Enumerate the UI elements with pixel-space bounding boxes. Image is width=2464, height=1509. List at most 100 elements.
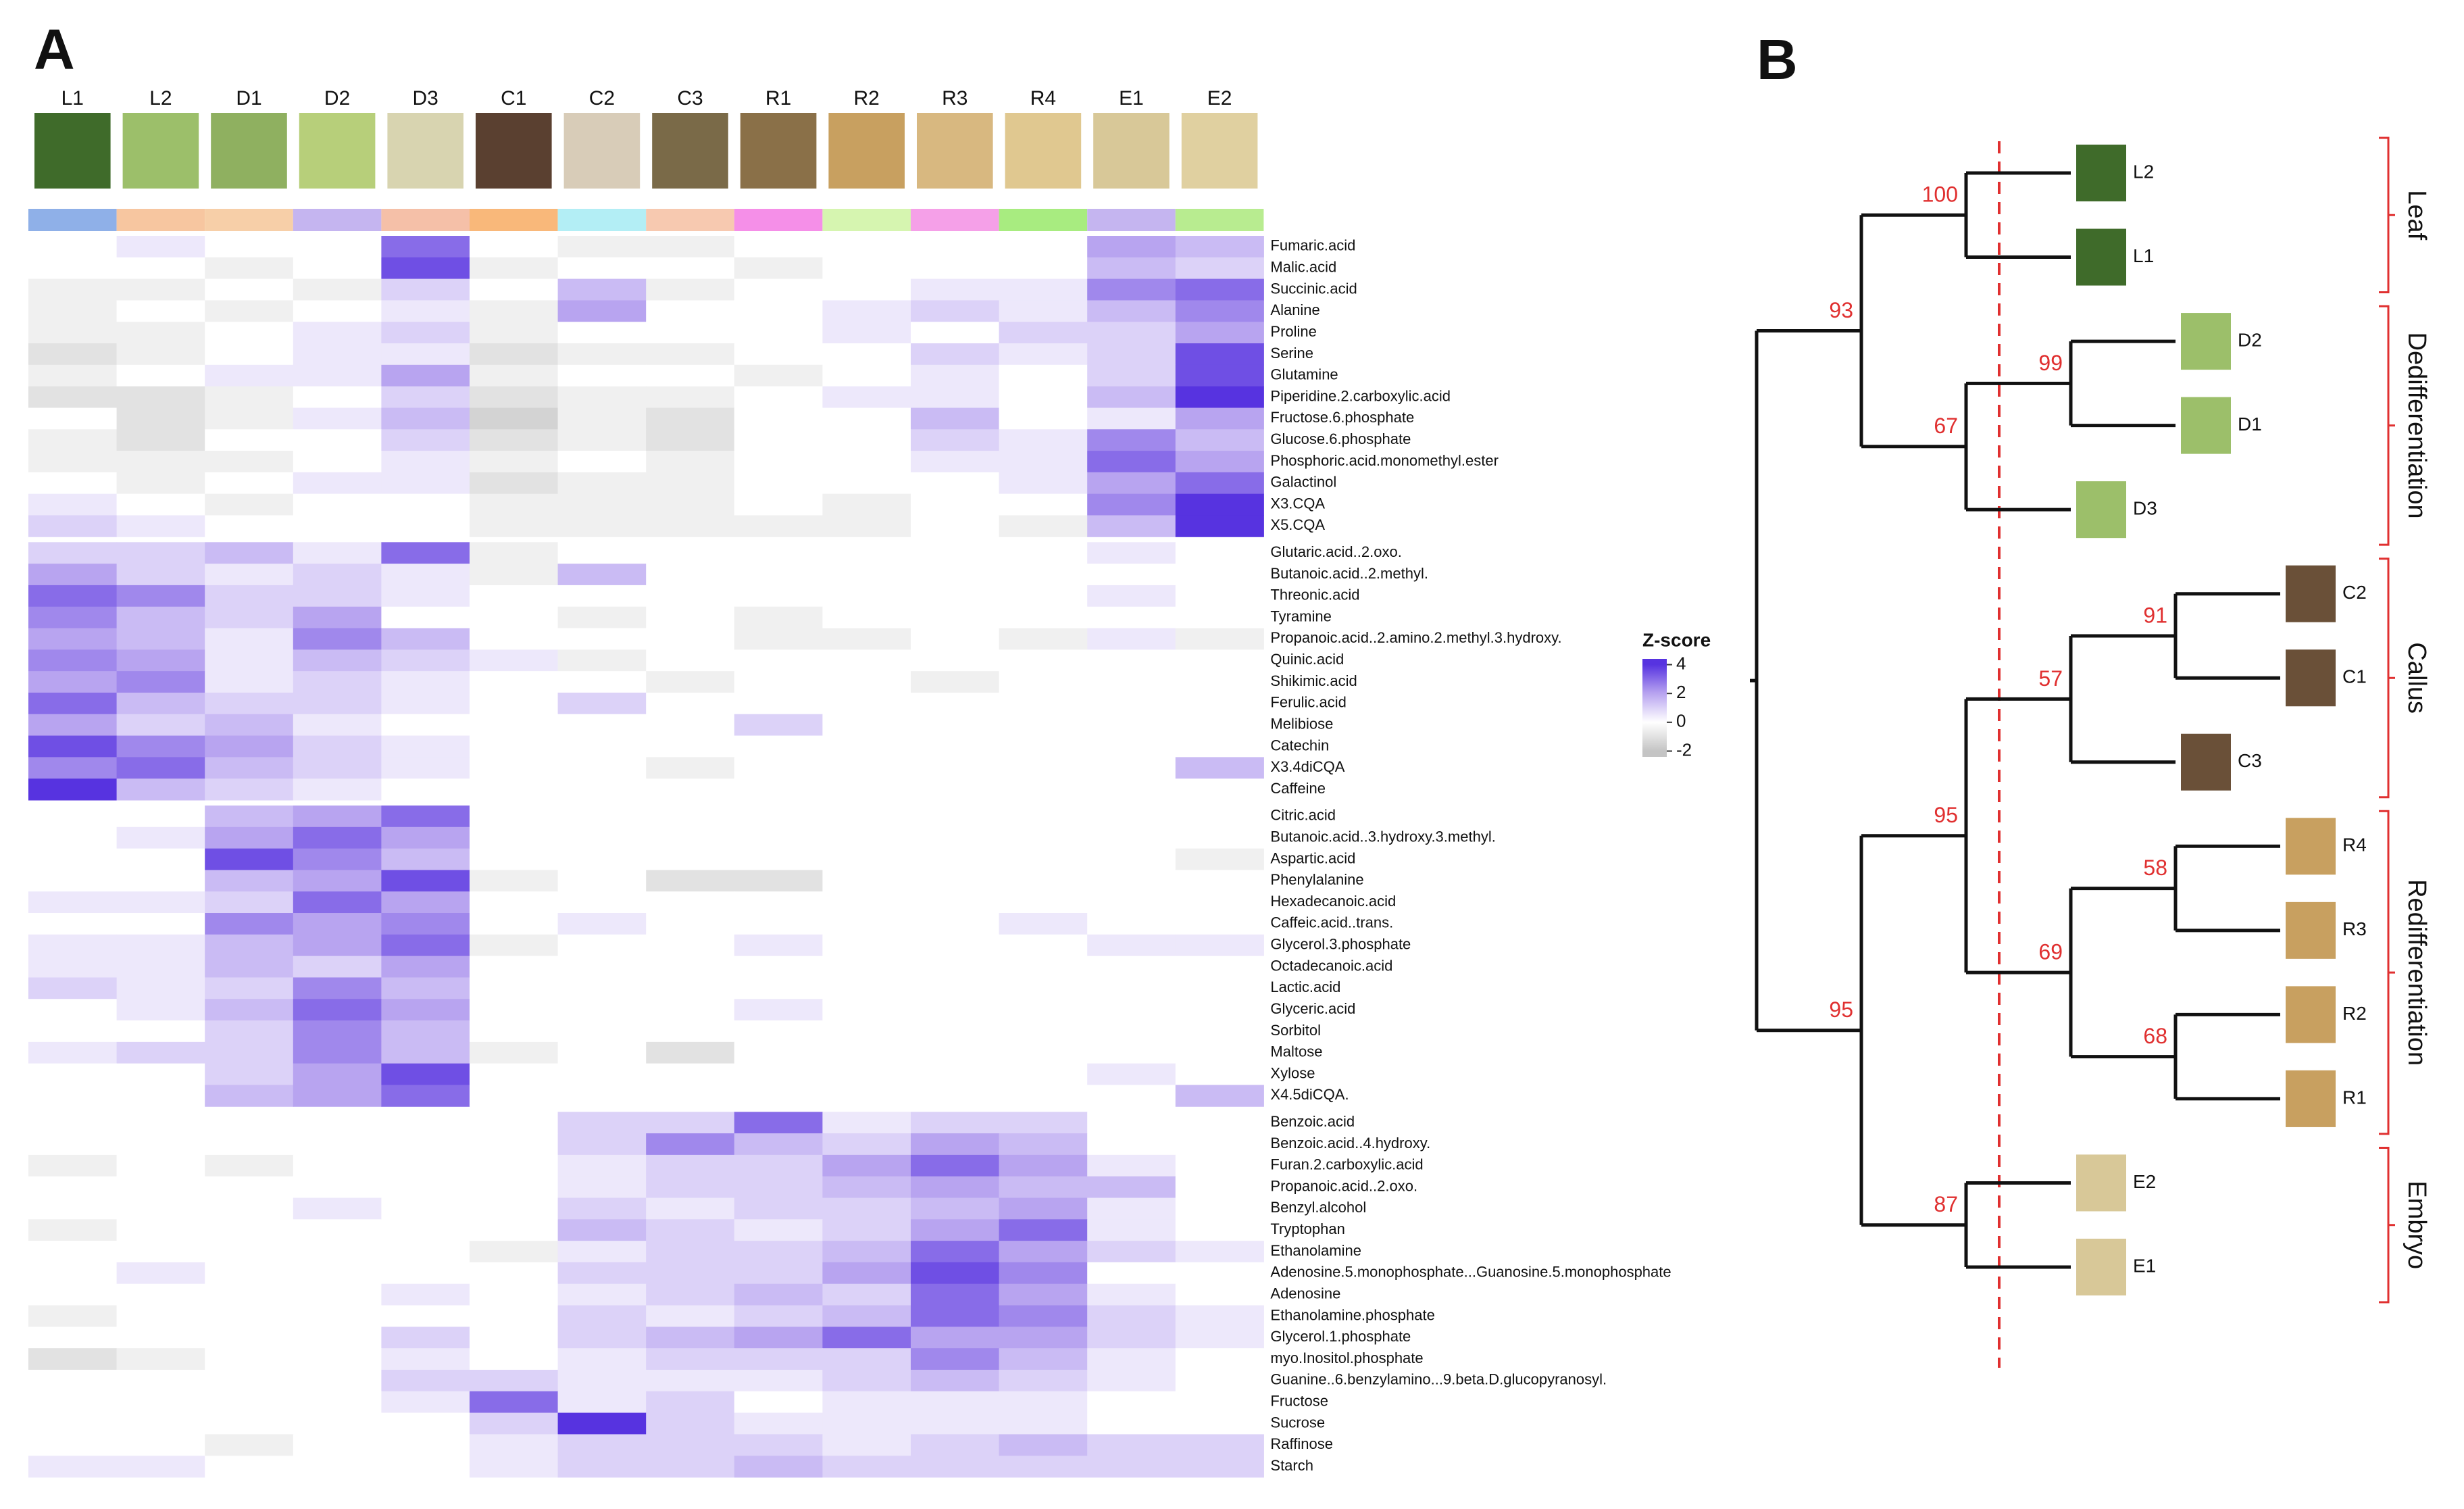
heat-cell	[381, 429, 470, 451]
heat-cell	[911, 429, 1000, 451]
heat-cell	[999, 386, 1088, 408]
heat-cell	[293, 1063, 382, 1085]
heat-cell	[1087, 848, 1176, 870]
heat-cell	[822, 1348, 911, 1370]
sample-photo	[828, 113, 905, 189]
heat-cell	[381, 1063, 470, 1085]
heat-cell	[28, 714, 118, 737]
heat-cell	[1175, 1434, 1264, 1456]
heat-cell	[999, 1063, 1088, 1085]
heat-cell	[470, 934, 559, 957]
heat-cell	[28, 671, 118, 693]
heat-cell	[999, 1133, 1088, 1156]
heat-cell	[911, 1063, 1000, 1085]
colorbar	[1642, 659, 1667, 757]
row-label: Octadecanoic.acid	[1270, 957, 1392, 974]
heat-cell	[381, 692, 470, 715]
heat-cell	[557, 1063, 647, 1085]
heat-cell	[822, 891, 911, 914]
heat-cell	[734, 1391, 823, 1414]
heat-cell	[116, 826, 205, 849]
heat-cell	[911, 778, 1000, 801]
row-label: Quinic.acid	[1270, 651, 1344, 668]
heat-cell	[911, 757, 1000, 779]
heat-cell	[1175, 364, 1264, 387]
heat-cell	[822, 300, 911, 322]
heat-cell	[116, 1154, 205, 1177]
heat-cell	[1175, 1412, 1264, 1435]
heat-cell	[116, 1112, 205, 1134]
heat-cell	[205, 1456, 294, 1478]
heat-cell	[822, 1262, 911, 1285]
row-label: Fumaric.acid	[1270, 237, 1355, 254]
heat-cell	[1087, 870, 1176, 892]
heat-cell	[28, 515, 118, 537]
heat-cell	[1175, 805, 1264, 828]
row-label: myo.Inositol.phosphate	[1270, 1350, 1423, 1366]
sample-photo	[299, 113, 376, 189]
heat-cell	[1087, 386, 1176, 408]
heat-cell	[646, 913, 735, 935]
heat-cell	[381, 1020, 470, 1043]
row-label: Hexadecanoic.acid	[1270, 893, 1396, 910]
heat-cell	[1175, 278, 1264, 301]
heat-cell	[381, 1041, 470, 1064]
heat-cell	[1175, 1348, 1264, 1370]
heat-cell	[1175, 322, 1264, 344]
heat-cell	[557, 1391, 647, 1414]
heat-cell	[734, 826, 823, 849]
heat-cell	[734, 386, 823, 408]
heat-cell	[205, 1262, 294, 1285]
heat-cell	[116, 913, 205, 935]
heat-cell	[911, 1020, 1000, 1043]
heat-cell	[28, 472, 118, 495]
heat-cell	[205, 714, 294, 737]
heat-cell	[999, 472, 1088, 495]
heat-cell	[999, 628, 1088, 650]
heat-cell	[28, 1391, 118, 1414]
heat-cell	[911, 891, 1000, 914]
heat-cell	[28, 1456, 118, 1478]
heat-cell	[999, 300, 1088, 322]
heat-cell	[1087, 692, 1176, 715]
heat-cell	[999, 515, 1088, 537]
heat-cell	[557, 1112, 647, 1134]
heat-cell	[646, 1041, 735, 1064]
column-label: L1	[61, 87, 84, 109]
heat-cell	[116, 236, 205, 258]
heat-cell	[293, 778, 382, 801]
column-label: R2	[854, 87, 880, 109]
heat-cell	[822, 1369, 911, 1392]
heat-cell	[1175, 1154, 1264, 1177]
heat-cell	[293, 1283, 382, 1306]
heat-cell	[1087, 257, 1176, 280]
row-label: Glutamine	[1270, 366, 1338, 383]
heat-cell	[205, 1434, 294, 1456]
heat-cell	[470, 1112, 559, 1134]
heat-cell	[28, 891, 118, 914]
heat-cell	[1087, 956, 1176, 978]
heat-cell	[822, 1412, 911, 1435]
heat-cell	[293, 826, 382, 849]
leaf-photo	[2181, 397, 2231, 454]
leaf-photo	[2286, 986, 2336, 1043]
heat-cell	[646, 1262, 735, 1285]
row-label: Succinic.acid	[1270, 280, 1357, 297]
heat-cell	[646, 956, 735, 978]
heat-cell	[1087, 1197, 1176, 1220]
heat-cell	[381, 564, 470, 586]
heat-cell	[822, 1434, 911, 1456]
heat-cell	[911, 257, 1000, 280]
heat-cell	[999, 1369, 1088, 1392]
heat-cell	[1087, 300, 1176, 322]
heat-cell	[911, 1219, 1000, 1241]
heat-cell	[116, 1133, 205, 1156]
heat-cell	[28, 1241, 118, 1263]
heat-cell	[293, 343, 382, 366]
heat-cell	[116, 343, 205, 366]
heat-cell	[381, 542, 470, 564]
heat-cell	[646, 1219, 735, 1241]
heat-cell	[470, 236, 559, 258]
heat-cell	[911, 1348, 1000, 1370]
heat-cell	[116, 1219, 205, 1241]
